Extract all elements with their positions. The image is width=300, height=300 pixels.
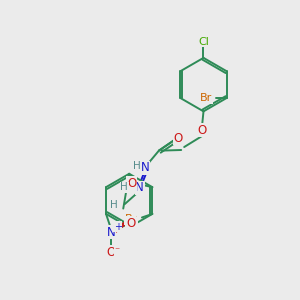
Text: N: N xyxy=(141,161,149,174)
Text: H: H xyxy=(120,182,128,192)
Text: N: N xyxy=(107,226,116,239)
Text: O: O xyxy=(197,124,207,136)
Text: H: H xyxy=(133,161,141,171)
Text: +: + xyxy=(114,222,122,232)
Text: O: O xyxy=(126,217,135,230)
Text: Br: Br xyxy=(125,214,137,224)
Text: Cl: Cl xyxy=(198,37,209,46)
Text: O: O xyxy=(107,246,116,259)
Text: O: O xyxy=(174,132,183,145)
Text: O: O xyxy=(127,177,136,190)
Text: ⁻: ⁻ xyxy=(115,247,120,257)
Text: N: N xyxy=(135,181,144,194)
Text: H: H xyxy=(110,200,118,210)
Text: Br: Br xyxy=(200,93,212,103)
